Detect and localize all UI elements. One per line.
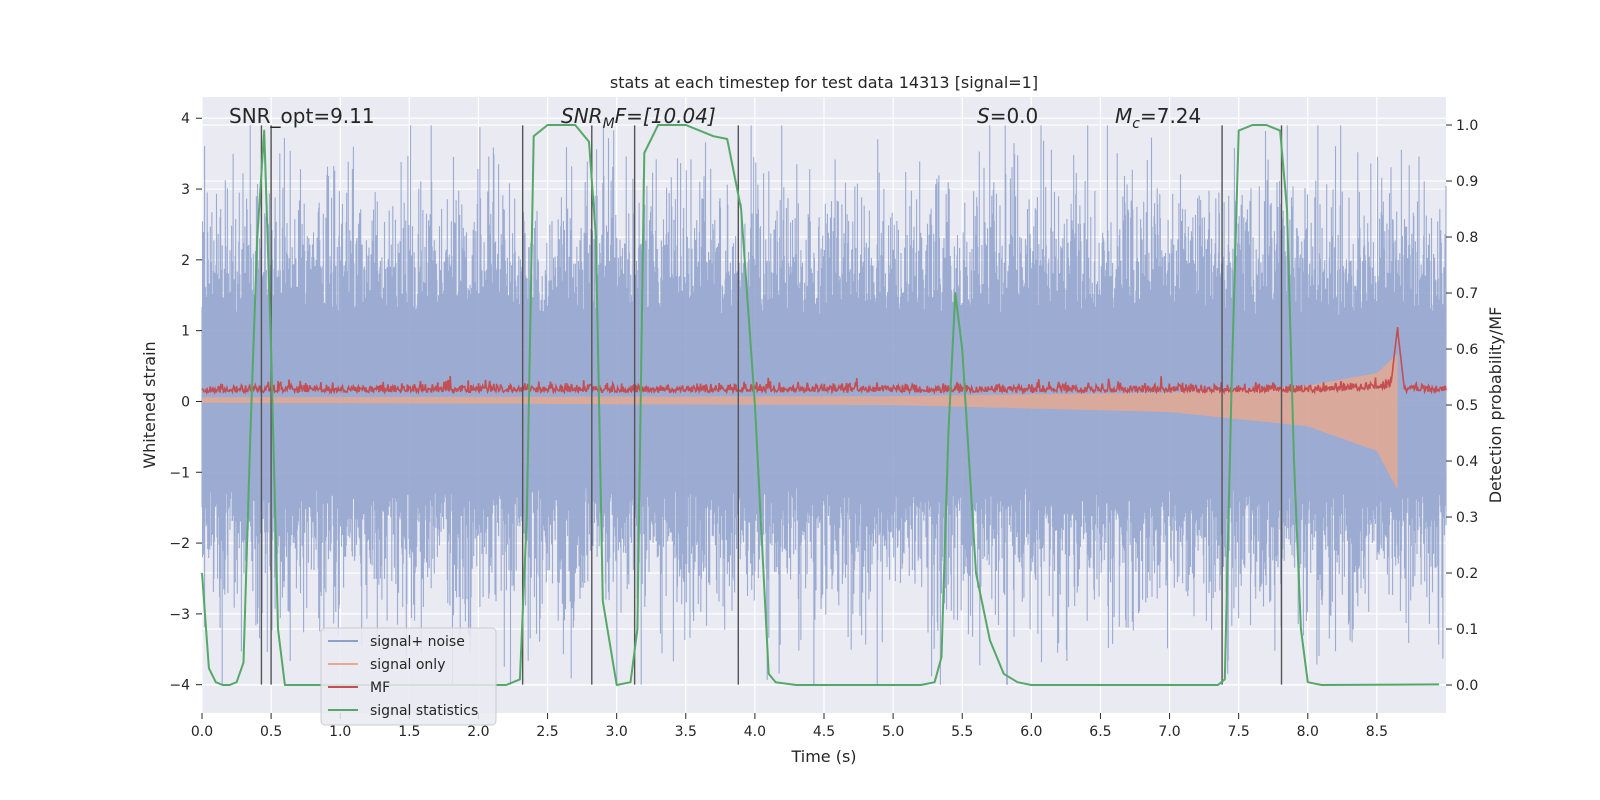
annotation-mc-rest: =7.24 [1140, 104, 1201, 128]
annotation-mc-italic: M [1115, 104, 1132, 128]
series-signal-statistics [201, 124, 1440, 686]
y-tick-label: 3 [181, 182, 190, 198]
annotation-s-italic: S [977, 104, 990, 128]
chart-title: stats at each timestep for test data 143… [610, 73, 1038, 92]
x-tick-label: 0.0 [191, 724, 213, 740]
annotation-snr-mf-rest: F=[10.04] [615, 104, 716, 128]
y2-tick-label: 0.5 [1456, 398, 1478, 414]
x-tick-label: 8.5 [1366, 724, 1388, 740]
legend-label-signal-only: signal only [370, 657, 445, 673]
y2-tick-label: 0.6 [1456, 342, 1478, 358]
y2-tick-label: 0.7 [1456, 286, 1478, 302]
y2-tick-label: 0.1 [1456, 622, 1478, 638]
y-tick-label: 2 [181, 253, 190, 269]
legend: signal+ noise signal only MF signal stat… [320, 627, 497, 726]
legend-label-signal-statistics: signal statistics [370, 703, 478, 719]
x-tick-label: 7.0 [1158, 724, 1180, 740]
y2-tick-label: 0.2 [1456, 566, 1478, 582]
y-tick-label: −1 [169, 465, 190, 481]
legend-label-signal-noise: signal+ noise [370, 634, 465, 650]
x-tick-label: 6.0 [1020, 724, 1042, 740]
x-tick-label: 5.0 [882, 724, 904, 740]
annotation-mc-sub: c [1132, 116, 1140, 132]
y-tick-label: −4 [169, 678, 190, 694]
legend-frame [320, 627, 497, 726]
annotation-snr-mf: SNRMF=[10.04] [561, 104, 716, 132]
y-tick-label: 1 [181, 324, 190, 340]
annotation-snr-opt: SNR_opt=9.11 [229, 104, 375, 128]
y2-tick-label: 0.3 [1456, 510, 1478, 526]
x-tick-label: 5.5 [951, 724, 973, 740]
x-tick-label: 0.5 [260, 724, 282, 740]
x-tick-label: 4.5 [813, 724, 835, 740]
y2-tick-label: 0.0 [1456, 678, 1478, 694]
annotation-s-rest: =0.0 [990, 104, 1039, 128]
y2-tick-label: 1.0 [1456, 118, 1478, 134]
x-tick-label: 1.0 [329, 724, 351, 740]
y-tick-label: 0 [181, 394, 190, 410]
x-tick-label: 6.5 [1089, 724, 1111, 740]
annotation-snr-mf-base: SNR [561, 104, 603, 128]
signal-statistics-line [201, 124, 1440, 686]
x-tick-label: 1.5 [398, 724, 420, 740]
x-tick-label: 2.5 [536, 724, 558, 740]
y-tick-label: −3 [169, 607, 190, 623]
x-tick-label: 3.5 [675, 724, 697, 740]
x-tick-label: 3.0 [606, 724, 628, 740]
annotation-mc: Mc=7.24 [1115, 104, 1201, 132]
annotation-snr-mf-sub: M [603, 116, 615, 132]
x-axis-label: Time (s) [790, 747, 856, 766]
x-tick-label: 7.5 [1228, 724, 1250, 740]
y-axis-label: Whitened strain [140, 341, 159, 468]
axes: 0.0 0.5 1.0 1.5 2.0 2.5 3.0 3.5 4.0 4.5 5.0 5.5 6.0 6… [169, 111, 1478, 740]
y-tick-label: 4 [181, 111, 190, 127]
mf-trace [201, 327, 1447, 396]
y2-tick-label: 0.8 [1456, 230, 1478, 246]
series-mf [201, 327, 1447, 396]
y-tick-label: −2 [169, 536, 190, 552]
x-tick-label: 8.0 [1297, 724, 1319, 740]
x-tick-label: 2.0 [467, 724, 489, 740]
y2-tick-label: 0.4 [1456, 454, 1478, 470]
y2-axis-label: Detection probability/MF [1486, 307, 1505, 504]
y2-tick-label: 0.9 [1456, 174, 1478, 190]
annotation-s: S=0.0 [977, 104, 1038, 128]
x-tick-label: 4.0 [744, 724, 766, 740]
legend-label-mf: MF [370, 680, 390, 696]
